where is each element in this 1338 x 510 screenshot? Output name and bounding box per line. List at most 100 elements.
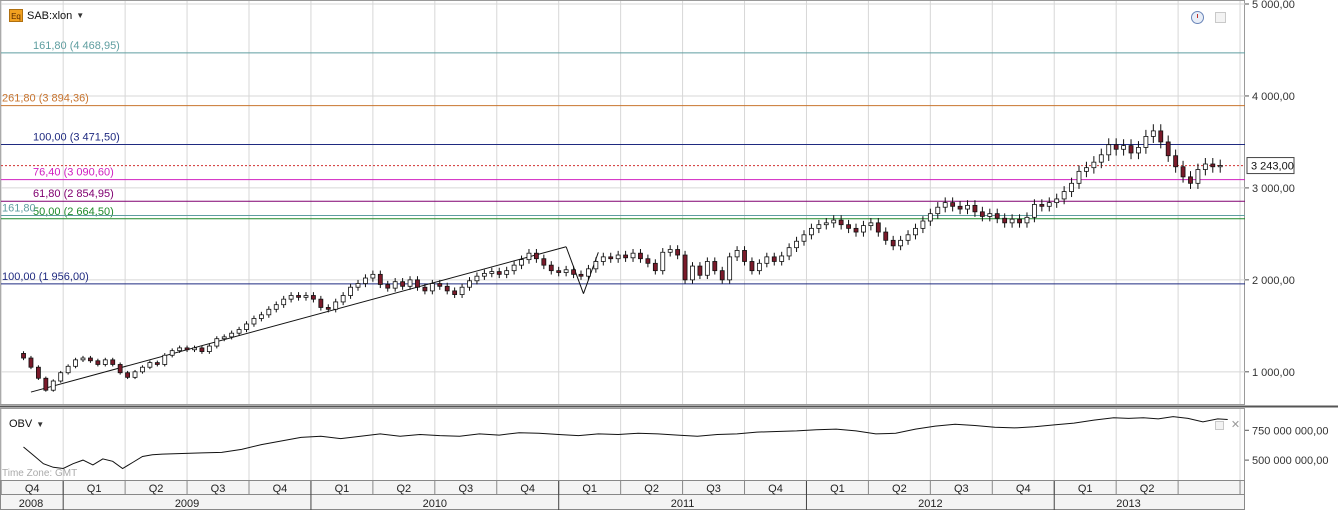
- candle-body: [65, 365, 71, 374]
- candle-body: [110, 359, 116, 365]
- candle-body: [593, 261, 599, 270]
- last-price-tag: [1246, 157, 1295, 175]
- candle-body: [415, 279, 420, 288]
- candle-body: [1210, 163, 1216, 168]
- candle-body: [630, 252, 636, 259]
- candle-body: [861, 225, 866, 233]
- candle-body: [1039, 204, 1045, 207]
- instrument-header[interactable]: Eq SAB:xlon ▼: [9, 9, 84, 22]
- candle-body: [43, 377, 49, 391]
- candle-body: [809, 227, 814, 236]
- candle-body: [1032, 204, 1037, 218]
- candle-body: [192, 347, 197, 351]
- candle-body: [965, 204, 970, 210]
- chevron-down-icon[interactable]: ▼: [76, 11, 85, 20]
- candle-body: [444, 285, 450, 292]
- chevron-down-icon[interactable]: ▼: [36, 419, 45, 429]
- candle-body: [1150, 130, 1156, 137]
- candle-body: [950, 202, 956, 207]
- candle-body: [690, 265, 695, 281]
- year-label: 2013: [1116, 498, 1140, 510]
- candle-body: [1106, 144, 1112, 156]
- candle-body: [704, 261, 710, 276]
- candle-body: [340, 295, 346, 303]
- price-axis-label: 3 000,00: [1252, 183, 1295, 195]
- candle-body: [734, 250, 740, 258]
- indicator-name[interactable]: OBV: [9, 418, 33, 430]
- candle-body: [481, 273, 487, 277]
- candle-body: [377, 273, 383, 285]
- indicator-header[interactable]: OBV ▼: [9, 418, 44, 430]
- window-restore-icon[interactable]: [1215, 421, 1224, 430]
- candle-body: [548, 264, 554, 272]
- candle-body: [28, 357, 34, 368]
- candle-body: [273, 304, 279, 310]
- candle-body: [1136, 147, 1141, 154]
- candle-body: [868, 222, 874, 227]
- candle-body: [407, 279, 413, 287]
- candle-body: [429, 283, 435, 292]
- candle-body: [898, 239, 904, 247]
- candle-body: [786, 247, 792, 257]
- candle-body: [1180, 166, 1186, 178]
- quarter-label: Q1: [1078, 483, 1093, 495]
- fib-level-label: 100,00 (1 956,00): [2, 271, 89, 283]
- fib-level-label: 61,80 (2 854,95): [33, 188, 114, 200]
- obv-line: [23, 416, 1228, 470]
- quarter-label: Q4: [1016, 483, 1031, 495]
- candle-body: [727, 256, 733, 281]
- price-axis-label: 5 000,00: [1252, 0, 1295, 11]
- candle-body: [994, 213, 1000, 219]
- candle-body: [749, 261, 755, 272]
- candle-body: [1173, 155, 1179, 168]
- clock-icon[interactable]: [1191, 11, 1204, 24]
- candle-body: [1061, 191, 1067, 200]
- candle-body: [58, 372, 64, 382]
- candle-body: [1188, 176, 1193, 184]
- quarter-label: Q1: [830, 483, 845, 495]
- candle-body: [875, 222, 881, 233]
- obv-axis-label: 500 000 000,00: [1252, 455, 1328, 467]
- quarter-label: Q4: [520, 483, 535, 495]
- candle-body: [489, 271, 495, 274]
- candle-body: [1121, 145, 1126, 150]
- candle-body: [1091, 161, 1097, 169]
- candle-body: [563, 269, 569, 273]
- candle-body: [318, 298, 324, 308]
- candle-body: [95, 360, 101, 365]
- candle-body: [719, 270, 725, 281]
- candle-body: [957, 205, 963, 210]
- candle-body: [281, 298, 287, 306]
- candle-body: [251, 318, 257, 325]
- candle-body: [816, 224, 822, 229]
- candle-body: [1069, 182, 1074, 192]
- candle-body: [615, 254, 621, 260]
- candle-body: [831, 219, 837, 224]
- candle-body: [467, 280, 472, 288]
- candle-body: [73, 359, 78, 367]
- candle-body: [140, 366, 145, 373]
- candle-body: [1076, 170, 1082, 184]
- close-icon[interactable]: ✕: [1230, 419, 1241, 431]
- candle-body: [764, 256, 770, 264]
- instrument-symbol[interactable]: SAB:xlon: [27, 9, 73, 22]
- quarter-label: Q3: [211, 483, 226, 495]
- year-label: 2009: [175, 498, 199, 510]
- window-restore-icon[interactable]: [1215, 12, 1226, 23]
- candle-body: [600, 256, 606, 262]
- candle-body: [571, 269, 576, 275]
- candle-body: [883, 231, 889, 241]
- candle-body: [214, 338, 220, 347]
- candle-body: [125, 372, 130, 378]
- quarter-label: Q3: [458, 483, 473, 495]
- candle-body: [660, 251, 666, 272]
- candle-body: [942, 202, 948, 208]
- candle-body: [1217, 165, 1223, 168]
- candle-body: [1113, 144, 1119, 150]
- candle-body: [586, 268, 591, 277]
- quarter-label: Q3: [706, 483, 721, 495]
- obv-panel: [0, 408, 1245, 481]
- fib-level-label: 261,80 (3 894,36): [2, 93, 89, 105]
- candle-body: [333, 301, 339, 310]
